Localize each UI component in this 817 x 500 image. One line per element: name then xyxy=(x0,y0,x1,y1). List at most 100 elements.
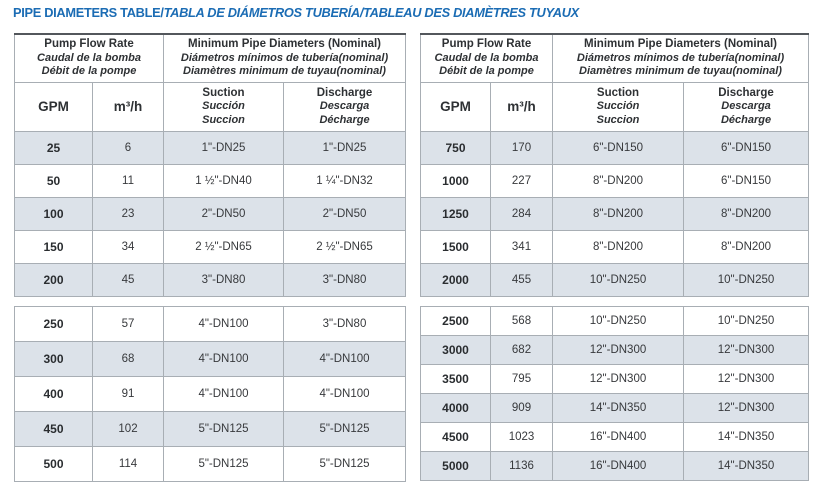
cell-discharge: 14"-DN350 xyxy=(683,450,809,481)
header-columns-row: GPM m³/h Suction Succión Succion Dischar… xyxy=(420,81,810,132)
cell-m3h: 455 xyxy=(489,262,554,297)
header-suction-fr: Succion xyxy=(596,113,640,126)
header-group-row: Pump Flow Rate Caudal de la bomba Débit … xyxy=(419,33,810,83)
header-gpm: GPM xyxy=(420,81,491,132)
table-row: 450 102 5"-DN125 5"-DN125 xyxy=(14,410,406,447)
table-body-block1: 750 170 6"-DN150 6"-DN150 1000 227 8"-DN200 6"-… xyxy=(420,130,810,297)
cell-suction: 4"-DN100 xyxy=(163,340,284,377)
header-pump-flow-rate: Pump Flow Rate Caudal de la bomba Débit … xyxy=(13,33,165,83)
cell-gpm: 3000 xyxy=(420,334,491,365)
header-discharge: Discharge Descarga Décharge xyxy=(283,81,407,132)
table-row: 250 57 4"-DN100 3"-DN80 xyxy=(14,305,406,342)
table-header: Pump Flow Rate Caudal de la bomba Débit … xyxy=(419,33,810,132)
cell-suction: 8"-DN200 xyxy=(552,229,685,264)
cell-discharge: 6"-DN150 xyxy=(683,163,810,198)
header-pump-flow-rate: Pump Flow Rate Caudal de la bomba Débit … xyxy=(419,33,554,83)
pipe-table-low-flow-lower: 250 57 4"-DN100 3"-DN80 300 68 4"-DN100 4"-DN10… xyxy=(14,305,406,482)
cell-discharge: 12"-DN300 xyxy=(683,334,809,365)
table-row: 25 6 1"-DN25 1"-DN25 xyxy=(14,130,407,165)
cell-discharge: 3"-DN80 xyxy=(283,262,407,297)
cell-gpm: 100 xyxy=(14,196,93,231)
table-row: 3000 682 12"-DN300 12"-DN300 xyxy=(420,334,809,365)
header-pump-flow-rate-fr: Débit de la pompe xyxy=(41,65,137,78)
table-row: 3500 795 12"-DN300 12"-DN300 xyxy=(420,363,809,394)
cell-suction: 6"-DN150 xyxy=(552,130,685,165)
header-suction: Suction Succión Succion xyxy=(552,81,685,132)
cell-suction: 4"-DN100 xyxy=(163,305,284,342)
cell-suction: 12"-DN300 xyxy=(552,363,684,394)
header-gpm: GPM xyxy=(14,81,93,132)
header-m3h-label: m³/h xyxy=(113,98,143,114)
cell-gpm: 250 xyxy=(14,305,93,342)
table-row: 2000 455 10"-DN250 10"-DN250 xyxy=(420,262,810,297)
cell-suction: 10"-DN250 xyxy=(552,305,684,336)
cell-gpm: 1500 xyxy=(420,229,491,264)
cell-gpm: 1250 xyxy=(420,196,491,231)
cell-discharge: 1 ¼"-DN32 xyxy=(283,163,407,198)
cell-gpm: 50 xyxy=(14,163,93,198)
table-row: 4500 1023 16"-DN400 14"-DN350 xyxy=(420,421,809,452)
table-row: 50 11 1 ½"-DN40 1 ¼"-DN32 xyxy=(14,163,407,198)
cell-m3h: 57 xyxy=(92,305,164,342)
header-suction: Suction Succión Succion xyxy=(163,81,285,132)
header-discharge-es: Descarga xyxy=(319,99,370,112)
header-min-pipe-diameters: Minimum Pipe Diameters (Nominal) Diámetr… xyxy=(552,33,810,83)
cell-m3h: 284 xyxy=(489,196,554,231)
cell-gpm: 200 xyxy=(14,262,93,297)
header-discharge-en: Discharge xyxy=(718,86,774,99)
cell-discharge: 3"-DN80 xyxy=(283,305,406,342)
cell-discharge: 10"-DN250 xyxy=(683,262,810,297)
table-body-block2: 2500 568 10"-DN250 10"-DN250 3000 682 12"-DN30… xyxy=(420,305,809,481)
header-min-pipe-diameters-en: Minimum Pipe Diameters (Nominal) xyxy=(584,38,778,51)
cell-suction: 14"-DN350 xyxy=(552,392,684,423)
cell-m3h: 909 xyxy=(490,392,553,423)
cell-gpm: 450 xyxy=(14,410,93,447)
table-body-block1: 25 6 1"-DN25 1"-DN25 50 11 1 ½"-DN40 1 ¼"-DN32 1… xyxy=(14,130,407,297)
cell-suction: 4"-DN100 xyxy=(163,375,284,412)
cell-discharge: 12"-DN300 xyxy=(683,392,809,423)
table-row: 2500 568 10"-DN250 10"-DN250 xyxy=(420,305,809,336)
table-row: 150 34 2 ½"-DN65 2 ½"-DN65 xyxy=(14,229,407,264)
header-gpm-label: GPM xyxy=(440,98,471,114)
header-min-pipe-diameters-es: Diámetros mínimos de tubería(nominal) xyxy=(180,51,389,64)
cell-suction: 5"-DN125 xyxy=(163,445,284,482)
header-min-pipe-diameters-es: Diámetros mínimos de tubería(nominal) xyxy=(576,51,785,64)
table-row: 1000 227 8"-DN200 6"-DN150 xyxy=(420,163,810,198)
cell-discharge: 8"-DN200 xyxy=(683,229,810,264)
cell-gpm: 4000 xyxy=(420,392,491,423)
header-min-pipe-diameters-fr: Diamètres minimum de tuyau(nominal) xyxy=(183,65,386,78)
table-row: 5000 1136 16"-DN400 14"-DN350 xyxy=(420,450,809,481)
header-discharge-es: Descarga xyxy=(721,99,771,112)
cell-discharge: 2"-DN50 xyxy=(283,196,407,231)
cell-discharge: 4"-DN100 xyxy=(283,375,406,412)
header-suction-en: Suction xyxy=(202,86,245,99)
cell-suction: 8"-DN200 xyxy=(552,163,685,198)
cell-m3h: 568 xyxy=(490,305,553,336)
header-group-row: Pump Flow Rate Caudal de la bomba Débit … xyxy=(13,33,407,83)
header-discharge-fr: Décharge xyxy=(720,113,772,126)
cell-suction: 5"-DN125 xyxy=(163,410,284,447)
header-discharge: Discharge Descarga Décharge xyxy=(683,81,810,132)
pipe-table-high-flow-upper: Pump Flow Rate Caudal de la bomba Débit … xyxy=(419,33,810,297)
page-title-english: PIPE DIAMETERS TABLE/ xyxy=(13,5,164,20)
header-pump-flow-rate-en: Pump Flow Rate xyxy=(441,38,532,51)
cell-discharge: 14"-DN350 xyxy=(683,421,809,452)
header-discharge-fr: Décharge xyxy=(319,113,370,126)
header-m3h-label: m³/h xyxy=(507,98,536,114)
pipe-table-high-flow-lower: 2500 568 10"-DN250 10"-DN250 3000 682 12"-DN30… xyxy=(420,305,809,481)
cell-m3h: 34 xyxy=(91,229,165,264)
cell-gpm: 750 xyxy=(420,130,491,165)
cell-gpm: 2500 xyxy=(420,305,491,336)
cell-m3h: 1023 xyxy=(490,421,553,452)
header-pump-flow-rate-es: Caudal de la bomba xyxy=(434,51,539,64)
cell-m3h: 341 xyxy=(489,229,554,264)
cell-gpm: 3500 xyxy=(420,363,491,394)
header-pump-flow-rate-fr: Débit de la pompe xyxy=(439,65,534,78)
cell-discharge: 5"-DN125 xyxy=(283,410,406,447)
table-header: Pump Flow Rate Caudal de la bomba Débit … xyxy=(13,33,407,132)
table-row: 500 114 5"-DN125 5"-DN125 xyxy=(14,445,406,482)
cell-gpm: 4500 xyxy=(420,421,491,452)
header-pump-flow-rate-en: Pump Flow Rate xyxy=(44,38,134,51)
cell-m3h: 11 xyxy=(91,163,165,198)
header-m3h: m³/h xyxy=(489,81,554,132)
